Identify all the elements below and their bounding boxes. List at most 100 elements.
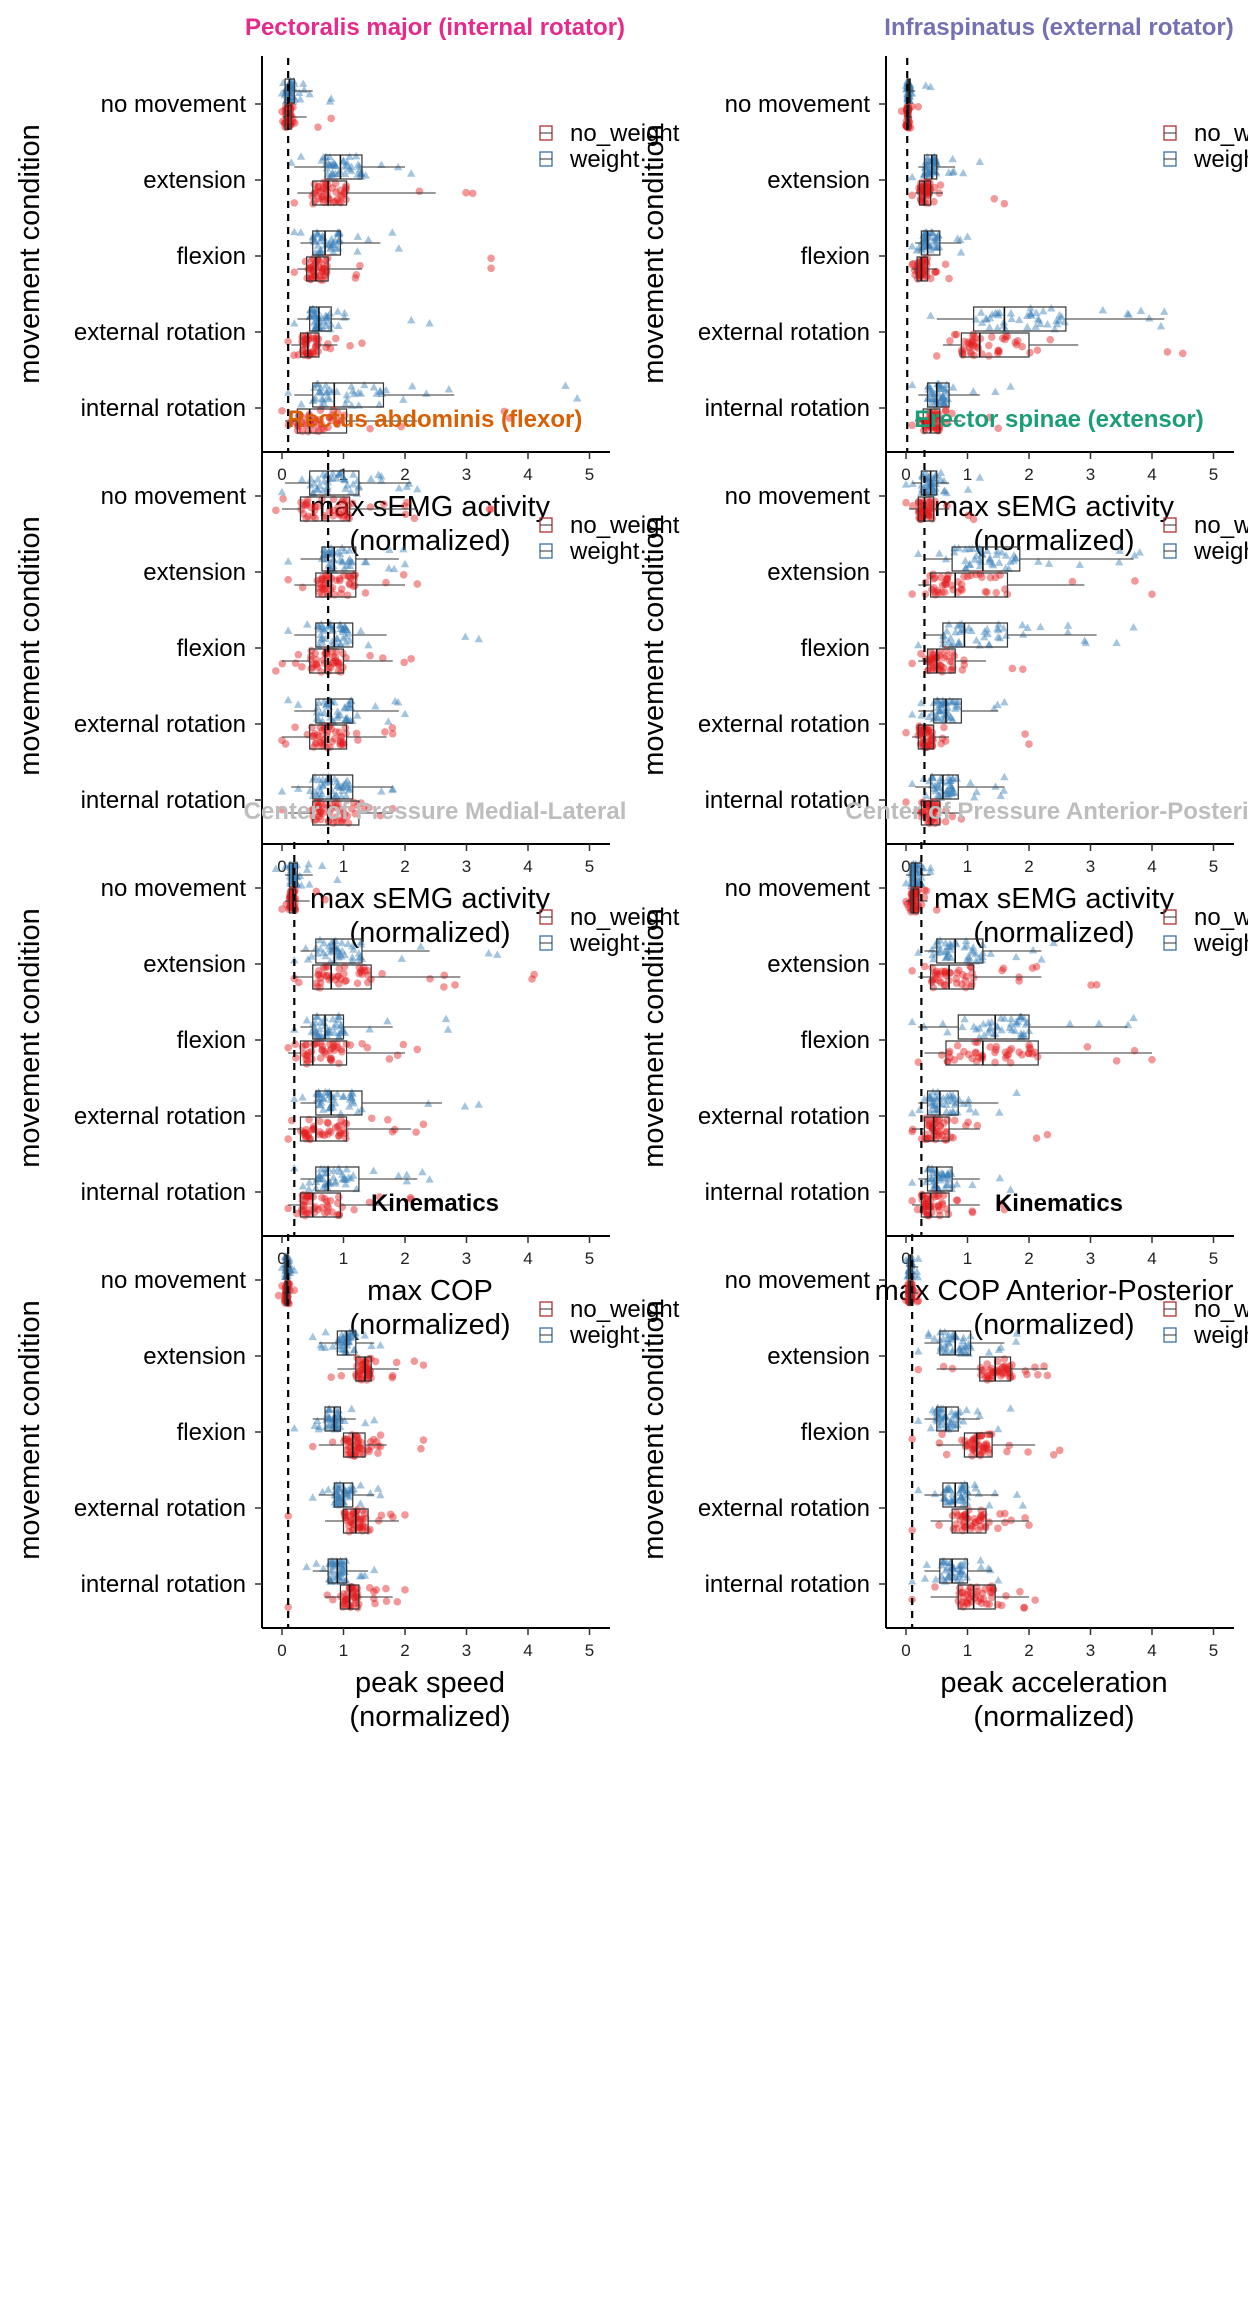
data-point: [320, 626, 329, 635]
data-point: [307, 256, 316, 265]
data-point: [1018, 630, 1028, 638]
data-point: [333, 781, 342, 790]
data-point: [936, 666, 945, 675]
data-point: [334, 1132, 343, 1140]
data-point: [923, 480, 932, 488]
y-axis-title: movement condition: [14, 516, 46, 776]
data-point: [321, 152, 331, 160]
data-point: [952, 774, 962, 782]
data-point: [272, 667, 280, 675]
data-point: [997, 1371, 1005, 1380]
data-point: [901, 480, 911, 488]
data-point: [963, 232, 972, 240]
data-point: [940, 981, 949, 990]
data-point: [990, 194, 999, 203]
data-point: [321, 514, 329, 522]
x-axis-title: (normalized): [349, 917, 510, 949]
data-point: [322, 387, 332, 396]
data-point: [1063, 627, 1073, 636]
data-point: [926, 503, 934, 512]
data-point: [320, 584, 329, 593]
data-point: [328, 238, 337, 246]
data-point: [284, 337, 292, 346]
data-point: [310, 189, 318, 198]
data-point: [343, 699, 353, 708]
data-point: [300, 333, 309, 342]
data-point: [399, 1040, 408, 1049]
data-point: [933, 783, 942, 791]
data-point: [320, 271, 328, 279]
data-point: [1006, 382, 1015, 390]
data-point: [334, 660, 343, 668]
data-point: [920, 232, 929, 241]
data-point: [311, 311, 320, 319]
data-point: [957, 585, 965, 593]
data-point: [948, 409, 956, 418]
data-point: [940, 400, 949, 408]
data-point: [334, 503, 343, 511]
data-point: [969, 332, 977, 341]
data-point: [925, 188, 934, 196]
y-tick-label: flexion: [177, 1027, 246, 1054]
data-point: [337, 792, 346, 800]
data-point: [339, 514, 347, 522]
y-tick-label: no movement: [101, 91, 247, 118]
data-point: [309, 512, 317, 521]
data-point: [351, 274, 360, 282]
data-point: [375, 400, 384, 408]
data-point: [353, 1584, 362, 1593]
data-point: [934, 706, 943, 715]
data-point: [335, 658, 343, 667]
data-point: [413, 580, 422, 588]
data-point: [935, 426, 943, 435]
data-point: [312, 661, 321, 669]
data-point: [1148, 1055, 1156, 1064]
data-point: [290, 318, 299, 327]
data-point: [339, 740, 348, 749]
data-point: [340, 546, 349, 555]
data-point: [339, 738, 347, 747]
data-point: [933, 790, 943, 799]
data-point: [314, 622, 324, 630]
data-point: [341, 1129, 350, 1137]
data-point: [419, 1436, 428, 1444]
data-point: [290, 199, 299, 207]
data-point: [393, 1598, 402, 1606]
data-point: [296, 152, 306, 160]
data-point: [333, 634, 342, 643]
data-point: [1145, 314, 1154, 322]
data-point: [934, 242, 944, 251]
data-point: [951, 704, 960, 712]
data-point: [318, 267, 327, 275]
data-point: [308, 304, 317, 313]
data-point: [318, 716, 327, 725]
data-point: [925, 776, 934, 785]
data-point: [924, 666, 932, 675]
data-point: [922, 1135, 931, 1144]
data-point: [926, 741, 935, 749]
data-point: [975, 473, 984, 481]
x-tick-label: 4: [1147, 857, 1156, 876]
y-tick-label: internal rotation: [705, 1179, 870, 1206]
data-point: [958, 349, 967, 358]
data-point: [328, 801, 337, 810]
data-point: [487, 254, 495, 263]
x-tick-label: 4: [523, 1641, 532, 1660]
data-point: [340, 474, 349, 483]
y-tick-label: no movement: [725, 483, 871, 510]
data-point: [946, 789, 956, 798]
data-point: [303, 274, 312, 282]
data-point: [328, 411, 336, 420]
data-point: [967, 340, 976, 349]
data-point: [991, 387, 1000, 395]
data-point: [1129, 1013, 1138, 1022]
data-point: [964, 1506, 973, 1514]
data-point: [337, 585, 346, 593]
data-point: [314, 182, 323, 191]
data-point: [908, 260, 916, 269]
data-point: [939, 631, 949, 640]
data-point: [943, 419, 951, 428]
data-point: [926, 383, 935, 392]
data-point: [971, 339, 980, 347]
data-point: [332, 576, 341, 585]
